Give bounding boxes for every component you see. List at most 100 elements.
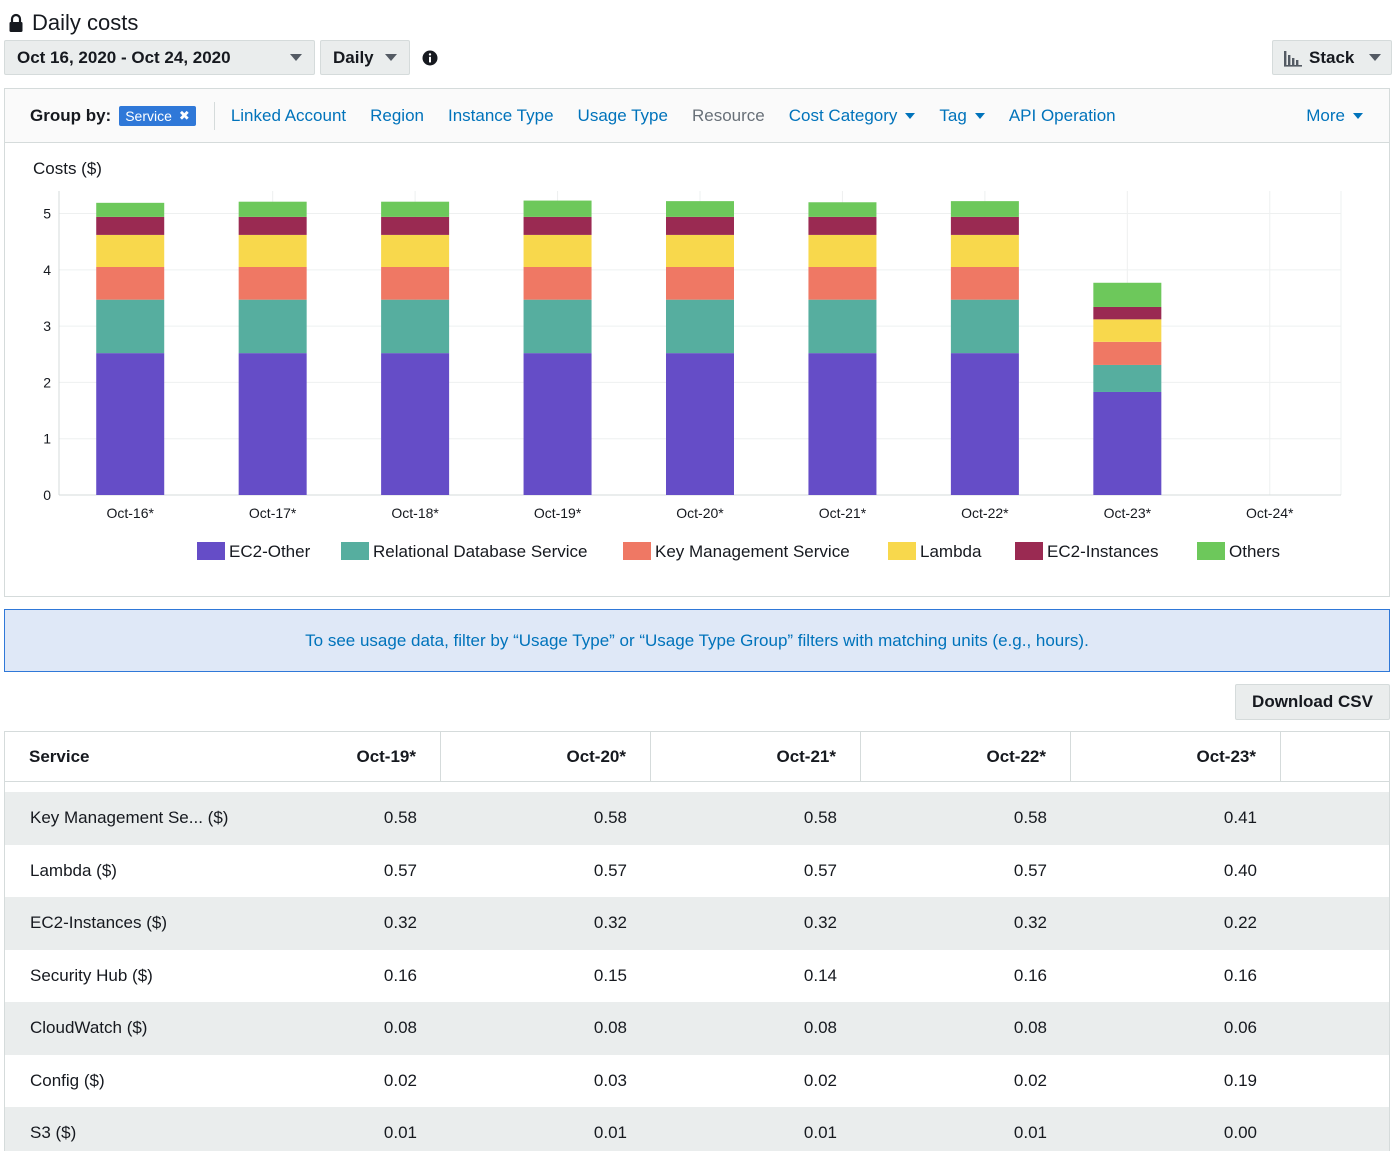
cost-cell: 0.22: [1223, 913, 1257, 933]
costs-chart-panel: Costs ($) 0 1 2 3 4 5 Oct-16* Oct-17* Oct-18* Oct-…: [4, 142, 1390, 597]
legend-swatch: [888, 542, 916, 560]
bar-segment: [950, 216, 1019, 235]
download-csv-button[interactable]: Download CSV: [1235, 684, 1390, 720]
x-tick-label: Oct-18*: [391, 505, 439, 521]
granularity-dropdown[interactable]: Daily: [320, 40, 410, 75]
cost-cell: 0.32: [593, 913, 627, 933]
page-title: Daily costs: [32, 10, 139, 35]
bar-segment: [666, 353, 734, 495]
bar-segment: [808, 299, 877, 354]
cost-cell: 0.57: [803, 860, 837, 880]
info-icon[interactable]: [422, 50, 438, 66]
x-tick-label: Oct-22*: [961, 505, 1009, 521]
bar-segment: [96, 216, 165, 235]
bar-segment: [96, 267, 165, 300]
column-header-date[interactable]: Oct-23*: [1071, 732, 1281, 781]
cost-cell: 0.01: [383, 1123, 417, 1143]
bar-segment: [808, 267, 877, 300]
group-by-option: Resource: [692, 106, 765, 126]
table-row: Security Hub ($) 0.16 0.15 0.14 0.16 0.16: [5, 950, 1389, 1003]
bar-segment: [950, 234, 1019, 267]
lock-icon: [9, 13, 23, 32]
group-by-option-label: Instance Type: [448, 105, 554, 125]
chevron-down-icon: [974, 112, 985, 119]
column-header-date[interactable]: Oct-20*: [441, 732, 651, 781]
legend-label: Key Management Service: [655, 542, 850, 561]
granularity-label: Daily: [333, 47, 374, 67]
cost-cell: 0.15: [593, 965, 627, 985]
service-cell: S3 ($): [30, 1123, 77, 1143]
cost-cell: 0.16: [383, 965, 417, 985]
group-by-selected-chip[interactable]: Service ✖: [119, 105, 196, 126]
cost-cell: 0.02: [803, 1070, 837, 1090]
column-header-date[interactable]: Oct-19*: [231, 732, 441, 781]
bar-segment: [950, 299, 1019, 354]
group-by-option-label: Usage Type: [577, 105, 668, 125]
service-cell: Config ($): [30, 1070, 105, 1090]
close-icon[interactable]: ✖: [178, 107, 190, 123]
bar-segment: [666, 201, 734, 217]
bar-segment: [523, 216, 592, 235]
column-header-service[interactable]: Service: [29, 746, 90, 766]
bar-segment: [381, 201, 450, 217]
legend-swatch: [1197, 542, 1225, 560]
group-by-option[interactable]: Instance Type: [448, 106, 554, 126]
table-row: Lambda ($) 0.57 0.57 0.57 0.57 0.40: [5, 845, 1389, 898]
column-header-date[interactable]: Oct-22*: [861, 732, 1071, 781]
bar-segment: [666, 299, 734, 354]
group-by-option[interactable]: Usage Type: [578, 106, 668, 126]
column-header-date[interactable]: Oct-21*: [651, 732, 861, 781]
group-by-option-label: Linked Account: [230, 105, 347, 125]
chart-style-dropdown[interactable]: Stack: [1272, 40, 1392, 75]
y-tick-label: 3: [43, 318, 51, 334]
table-row: EC2-Instances ($) 0.32 0.32 0.32 0.32 0.22: [5, 897, 1389, 950]
group-by-selected-label: Service: [125, 107, 172, 124]
bar-segment: [381, 234, 450, 267]
group-by-option[interactable]: Tag: [939, 106, 985, 126]
table-body: Key Management Se... ($) 0.58 0.58 0.58 0.58…: [5, 792, 1389, 1151]
group-by-option-label: Resource: [691, 105, 765, 125]
cost-cell: 0.32: [803, 913, 837, 933]
table-header: Service Oct-19* Oct-20* Oct-21* Oct-22* …: [5, 732, 1389, 782]
cost-cell: 0.01: [1013, 1123, 1047, 1143]
table-row: CloudWatch ($) 0.08 0.08 0.08 0.08 0.06: [5, 1002, 1389, 1055]
bar-segment: [666, 216, 734, 235]
group-by-option[interactable]: Linked Account: [231, 106, 346, 126]
bar-segment: [96, 299, 165, 354]
cost-cell: 0.01: [803, 1123, 837, 1143]
y-tick-label: 2: [43, 374, 51, 390]
group-by-label: Group by:: [30, 105, 112, 125]
cost-cell: 0.00: [1223, 1123, 1257, 1143]
legend-swatch: [197, 542, 225, 560]
bar-segment: [238, 267, 307, 300]
bar-segment: [666, 267, 734, 300]
more-dropdown[interactable]: More: [1306, 106, 1363, 126]
bar-segment: [238, 234, 307, 267]
group-by-option[interactable]: Region: [370, 106, 424, 126]
legend-swatch: [623, 542, 651, 560]
date-range-dropdown[interactable]: Oct 16, 2020 - Oct 24, 2020: [4, 40, 315, 75]
table-row: Config ($) 0.02 0.03 0.02 0.02 0.19: [5, 1055, 1389, 1108]
group-by-option[interactable]: API Operation: [1009, 106, 1116, 126]
more-label: More: [1306, 105, 1345, 125]
cost-cell: 0.08: [1013, 1018, 1047, 1038]
chevron-down-icon: [905, 112, 916, 119]
cost-cell: 0.03: [593, 1070, 627, 1090]
group-by-option-label: API Operation: [1008, 105, 1116, 125]
cost-cell: 0.08: [383, 1018, 417, 1038]
y-axis-label: Costs ($): [33, 159, 102, 178]
bar-segment: [96, 353, 165, 495]
bar-segment: [1093, 341, 1162, 365]
y-tick-label: 0: [43, 487, 51, 503]
cost-cell: 0.41: [1223, 808, 1257, 828]
bar-segment: [808, 234, 877, 267]
bar-segment: [1093, 364, 1162, 392]
group-by-option[interactable]: Cost Category: [789, 106, 916, 126]
chevron-down-icon: [1353, 112, 1363, 119]
cost-cell: 0.58: [803, 808, 837, 828]
legend-label: EC2-Instances: [1047, 542, 1159, 561]
bar-segment: [808, 353, 877, 495]
table-row: S3 ($) 0.01 0.01 0.01 0.01 0.00: [5, 1107, 1389, 1151]
bar-segment: [1093, 319, 1162, 342]
bar-segment: [381, 353, 450, 495]
